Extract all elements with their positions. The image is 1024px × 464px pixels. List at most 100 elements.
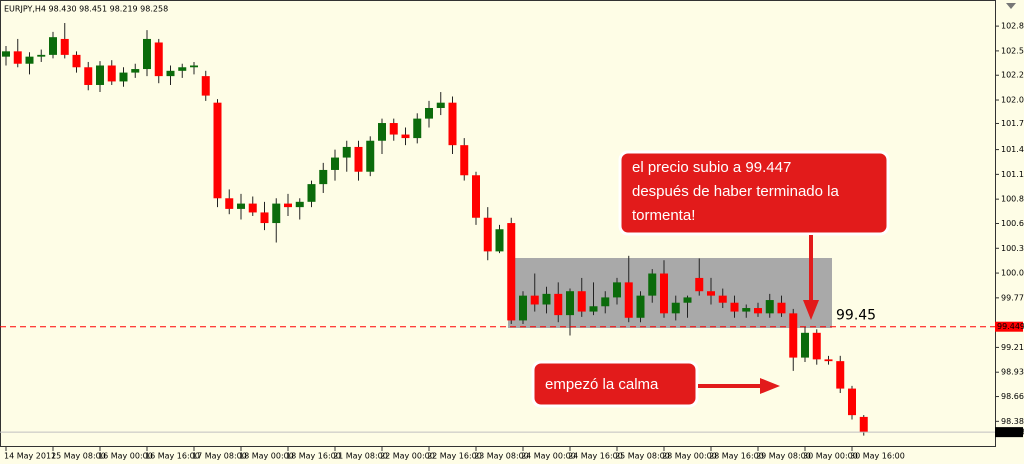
candle-body bbox=[366, 140, 375, 172]
candle-body bbox=[848, 388, 856, 416]
candle-body bbox=[789, 313, 798, 358]
callout-text: el precio subio a 99.447 bbox=[632, 159, 791, 176]
x-tick-label: 15 May 08:00 bbox=[51, 452, 106, 461]
candle-body bbox=[754, 308, 762, 314]
candle-body bbox=[472, 175, 480, 218]
x-tick-label: 17 May 08:00 bbox=[192, 452, 247, 461]
candle-body bbox=[119, 72, 128, 82]
x-tick-label: 16 May 00:00 bbox=[98, 452, 153, 461]
x-tick-label: 18 May 00:00 bbox=[239, 452, 294, 461]
candle-body bbox=[37, 54, 46, 57]
candle-body bbox=[342, 146, 351, 158]
candle-body bbox=[812, 332, 821, 360]
candle-body bbox=[836, 361, 845, 389]
candle-body bbox=[636, 295, 645, 318]
candle-body bbox=[2, 51, 10, 57]
candle-body bbox=[425, 107, 433, 119]
candle-body bbox=[166, 70, 175, 77]
y-tick-label: 102.010 bbox=[1001, 96, 1024, 105]
y-tick-label: 102.290 bbox=[1001, 71, 1024, 80]
x-tick-label: 25 May 08:00 bbox=[615, 452, 670, 461]
candle-body bbox=[683, 297, 692, 303]
x-tick-label: 21 May 08:00 bbox=[333, 452, 388, 461]
last-price-label: 98.258 bbox=[997, 428, 1024, 437]
y-tick-label: 101.745 bbox=[1001, 119, 1024, 128]
candle-body bbox=[777, 302, 786, 314]
chart-title: EURJPY,H4 98.430 98.451 98.219 98.258 bbox=[4, 5, 168, 14]
candle-body bbox=[143, 38, 151, 70]
candle-body bbox=[178, 67, 187, 71]
candle-body bbox=[295, 201, 304, 208]
level-note: 99.45 bbox=[836, 308, 876, 324]
candle-body bbox=[519, 295, 527, 321]
level-tag bbox=[995, 321, 1023, 332]
candle-body bbox=[96, 65, 104, 85]
candle-body bbox=[589, 306, 598, 312]
y-tick-label: 102.565 bbox=[1001, 46, 1024, 55]
candle-body bbox=[25, 56, 34, 64]
candle-body bbox=[801, 332, 809, 358]
callout-text: empezó la calma bbox=[545, 376, 659, 393]
candle-body bbox=[436, 102, 445, 108]
candle-body bbox=[718, 295, 727, 303]
candle-body bbox=[237, 203, 245, 209]
x-tick-label: 22 May 16:00 bbox=[427, 452, 482, 461]
candle-body bbox=[49, 37, 57, 55]
y-tick-label: 99.215 bbox=[1001, 343, 1024, 352]
y-tick-label: 100.615 bbox=[1001, 219, 1024, 228]
x-tick-label: 28 May 16:00 bbox=[709, 452, 764, 461]
x-tick-label: 29 May 08:00 bbox=[756, 452, 811, 461]
candle-body bbox=[201, 76, 210, 96]
candle-body bbox=[495, 229, 504, 252]
x-tick-label: 24 May 16:00 bbox=[568, 452, 623, 461]
x-tick-label: 16 May 16:00 bbox=[145, 452, 200, 461]
candle-body bbox=[765, 300, 774, 314]
callout-arrow-head bbox=[760, 378, 780, 394]
y-tick-label: 102.845 bbox=[1001, 22, 1024, 31]
y-tick-label: 98.935 bbox=[1001, 368, 1024, 377]
candle-body bbox=[354, 146, 363, 172]
candle-body bbox=[307, 184, 316, 202]
x-tick-label: 23 May 08:00 bbox=[474, 452, 529, 461]
candle-body bbox=[730, 302, 739, 312]
x-tick-label: 30 May 00:00 bbox=[803, 452, 858, 461]
candle-body bbox=[272, 203, 281, 224]
candle-body bbox=[107, 65, 116, 82]
x-tick-label: 14 May 2012 bbox=[4, 452, 56, 461]
candle-body bbox=[577, 291, 586, 312]
candle-body bbox=[859, 416, 868, 433]
candle-body bbox=[284, 203, 292, 208]
candle-body bbox=[448, 102, 457, 146]
candle-body bbox=[648, 273, 657, 296]
y-tick-label: 98.660 bbox=[1001, 392, 1024, 401]
range-box bbox=[508, 258, 832, 328]
candle-body bbox=[460, 145, 469, 176]
candle-body bbox=[319, 169, 328, 185]
callout-arrow-head bbox=[803, 300, 819, 320]
candle-body bbox=[260, 212, 269, 224]
candle-body bbox=[530, 295, 539, 305]
level-label: 99.449 bbox=[997, 322, 1024, 331]
y-tick-label: 101.450 bbox=[1001, 145, 1024, 154]
marks bbox=[2, 23, 868, 436]
y-tick-label: 98.380 bbox=[1001, 417, 1024, 426]
y-tick-label: 100.335 bbox=[1001, 244, 1024, 253]
y-tick-label: 101.170 bbox=[1001, 170, 1024, 179]
candle-body bbox=[131, 69, 140, 73]
candle-body bbox=[554, 293, 563, 316]
callout-text: tormenta! bbox=[632, 207, 695, 224]
candle-body bbox=[60, 38, 69, 55]
candle-body bbox=[660, 273, 668, 314]
candle-body bbox=[154, 42, 163, 77]
candle-body bbox=[13, 51, 22, 64]
candle-body bbox=[566, 291, 574, 316]
candle-body bbox=[695, 277, 704, 292]
candle-body bbox=[378, 123, 386, 141]
candle-body bbox=[613, 282, 621, 298]
candle-body bbox=[507, 223, 516, 321]
x-tick-label: 18 May 16:00 bbox=[286, 452, 341, 461]
candle-body bbox=[225, 198, 234, 209]
y-tick-label: 100.055 bbox=[1001, 269, 1024, 278]
candle-body bbox=[401, 134, 410, 139]
